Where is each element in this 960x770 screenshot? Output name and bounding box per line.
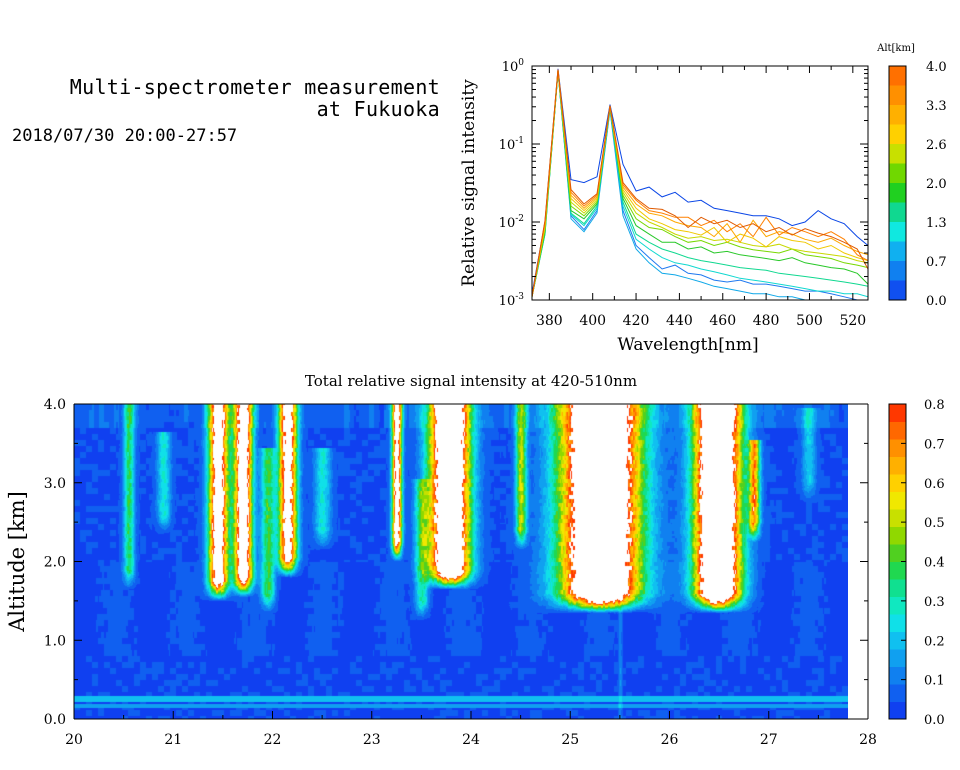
heatmap-y-tick-label: 3.0: [44, 476, 66, 492]
main-title-text: Multi-spectrometer measurement at Fukuok…: [69, 75, 440, 121]
spectrum-colorbar-tick-label: 2.0: [926, 177, 947, 192]
spectrum-line-8: [532, 70, 868, 297]
heatmap-x-tick-label: 28: [859, 732, 877, 748]
spectrum-colorbar-cell: [889, 183, 906, 203]
heatmap-colorbar-cell: [889, 404, 906, 422]
spectrum-colorbar-cell: [889, 280, 906, 301]
spectrum-line-10: [532, 69, 868, 297]
spectrum-colorbar-frame: [888, 65, 907, 301]
spectrum-line-7: [532, 70, 868, 297]
spectrum-x-tick-label: 520: [839, 313, 866, 329]
spectrum-colorbar-cell: [889, 241, 906, 262]
heatmap-x-tick-label: 24: [462, 732, 480, 748]
heatmap-colorbar-cell: [889, 474, 906, 492]
heatmap-colorbar-cell: [889, 614, 906, 632]
heatmap-colorbar-cell: [889, 439, 906, 457]
heatmap-colorbar-tick-label: 0.3: [924, 595, 945, 610]
heatmap-raster: [74, 404, 848, 719]
spectrum-line-6: [532, 71, 868, 297]
heatmap-colorbar-tick-label: 0.1: [924, 674, 945, 689]
spectrum-x-tick-label: 500: [796, 313, 823, 329]
spectrum-x-tick-label: 420: [623, 313, 650, 329]
spectrum-line-11: [532, 69, 868, 297]
spectrum-line-0: [532, 68, 868, 294]
spectrum-lines: [532, 68, 868, 300]
heatmap-x-tick-label: 20: [65, 732, 83, 748]
spectrum-colorbar-cell: [889, 66, 906, 86]
spectrum-colorbar-cell: [889, 163, 906, 184]
heatmap-colorbar-tick-label: 0.7: [924, 437, 945, 452]
spectrum-line-5: [532, 71, 868, 297]
spectrum-x-axis-label: Wavelength[nm]: [617, 335, 758, 355]
heatmap-y-tick-label: 0.0: [44, 712, 66, 728]
heatmap-x-tick-label: 25: [561, 732, 579, 748]
heatmap-x-tick-label: 23: [363, 732, 381, 748]
heatmap-colorbar-tick-label: 0.6: [924, 477, 945, 492]
heatmap-colorbar-cell: [889, 666, 906, 685]
heatmap-y-tick-label: 1.0: [44, 633, 66, 649]
spectrum-colorbar-cell: [889, 202, 906, 223]
heatmap-colorbar-cell: [889, 421, 906, 440]
spectrum-colorbar-title: Alt[km]: [876, 43, 915, 54]
spectrum-colorbar-tick-label: 0.7: [926, 255, 947, 270]
spectrum-colorbar-tick-label: 4.0: [926, 60, 947, 75]
spectrum-y-axis-label: Relative signal intensity: [459, 79, 479, 287]
spectrum-line-4: [532, 71, 868, 297]
heatmap-y-tick-label: 2.0: [44, 555, 66, 571]
spectrum-x-tick-label: 400: [579, 313, 606, 329]
heatmap-colorbar-cell: [889, 509, 906, 527]
spectrum-colorbar-tick-label: 0.0: [926, 294, 947, 309]
heatmap-colorbar-cell: [889, 544, 906, 562]
heatmap-title: Total relative signal intensity at 420-5…: [305, 372, 637, 390]
main-title: Multi-spectrometer measurement at Fukuok…: [12, 76, 440, 120]
heatmap-y-axis-label: Altitude [km]: [5, 491, 29, 633]
spectrum-line-9: [532, 70, 868, 297]
spectrum-colorbar-cell: [889, 144, 906, 164]
spectrum-colorbar-cell: [889, 105, 906, 125]
heatmap-colorbar-tick-label: 0.8: [924, 398, 945, 413]
spectrum-line-2: [532, 71, 868, 300]
heatmap-colorbar-cell: [889, 526, 906, 545]
heatmap-colorbar-tick-label: 0.5: [924, 516, 945, 531]
heatmap-colorbar-cell: [889, 491, 906, 510]
heatmap-y-tick-label: 4.0: [44, 397, 66, 413]
spectrum-colorbar-tick-label: 1.3: [926, 216, 947, 231]
spectrum-line-3: [532, 71, 868, 298]
spectrum-colorbar-tick-label: 3.3: [926, 99, 947, 114]
spectrum-colorbar-cell: [889, 222, 906, 242]
heatmap-colorbar-cell: [889, 456, 906, 475]
spectrum-colorbar-cell: [889, 261, 906, 281]
heatmap-colorbar-cell: [889, 596, 906, 615]
spectrum-colorbar-cell: [889, 85, 906, 106]
spectrum-x-tick-label: 460: [709, 313, 736, 329]
spectrum-x-tick-label: 440: [666, 313, 693, 329]
heatmap-x-tick-label: 22: [264, 732, 282, 748]
heatmap-colorbar-tick-label: 0.0: [924, 713, 945, 728]
spectrum-line-1: [532, 71, 868, 300]
spectrum-x-tick-label: 480: [753, 313, 780, 329]
heatmap-x-tick-label: 21: [164, 732, 182, 748]
heatmap-colorbar-cell: [889, 684, 906, 702]
spectrum-colorbar-tick-label: 2.6: [926, 138, 947, 153]
measurement-datetime: 2018/07/30 20:00-27:57: [12, 126, 238, 146]
heatmap-colorbar-cell: [889, 561, 906, 580]
heatmap-x-tick-label: 26: [661, 732, 679, 748]
heatmap-colorbar-tick-label: 0.4: [924, 556, 945, 571]
spectrum-frame: [531, 65, 869, 301]
heatmap-colorbar-cell: [889, 649, 906, 667]
heatmap-x-tick-label: 27: [760, 732, 778, 748]
spectrum-x-tick-label: 380: [536, 313, 563, 329]
heatmap-colorbar-cell: [889, 631, 906, 650]
heatmap-colorbar-cell: [889, 701, 906, 720]
heatmap-colorbar-tick-label: 0.2: [924, 634, 945, 649]
spectrum-colorbar-cell: [889, 124, 906, 145]
heatmap-colorbar-cell: [889, 579, 906, 597]
spectrum-chart: 380 400 420 440 460 480 500 52010010-110-210-3W…: [459, 43, 947, 355]
